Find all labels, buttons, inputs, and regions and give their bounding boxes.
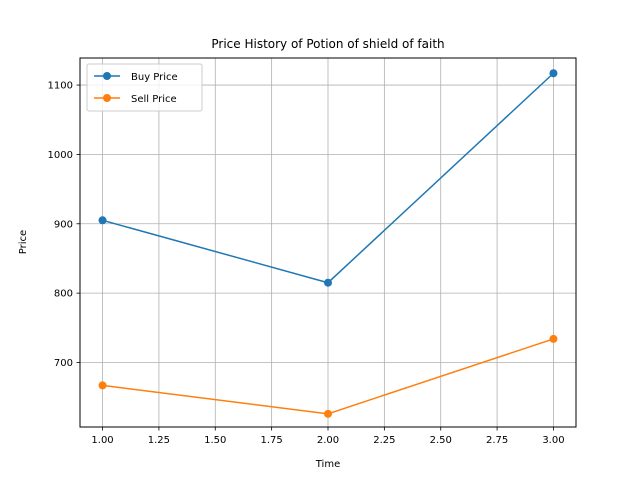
series-layer <box>98 69 558 418</box>
y-tick-label: 1000 <box>48 150 73 161</box>
x-tick-label: 2.50 <box>430 435 452 446</box>
sell-price-point <box>98 381 107 390</box>
x-axis-ticks: 1.00 1.25 1.50 1.75 2.00 2.25 2.50 2.75 3.00 <box>91 427 565 446</box>
y-tick-label: 1100 <box>48 81 73 92</box>
sell-price-point <box>324 409 332 418</box>
x-tick-label: 3.00 <box>542 435 564 446</box>
buy-price-point <box>324 278 332 287</box>
sell-price-legend-label: Sell Price <box>131 94 177 105</box>
buy-price-point <box>98 216 107 225</box>
y-axis-ticks: 700 800 900 1000 1100 <box>48 81 80 369</box>
x-tick-label: 2.25 <box>373 435 395 446</box>
y-tick-label: 900 <box>54 219 73 230</box>
grid <box>80 58 576 427</box>
x-tick-label: 1.25 <box>148 435 170 446</box>
sell-price-legend-marker <box>103 94 111 102</box>
y-tick-label: 700 <box>54 358 73 369</box>
buy-price-legend-marker <box>103 72 111 80</box>
x-tick-label: 1.00 <box>91 435 113 446</box>
x-tick-label: 1.50 <box>204 435 226 446</box>
buy-price-point <box>549 69 558 78</box>
x-tick-label: 2.75 <box>486 435 508 446</box>
x-tick-label: 2.00 <box>317 435 339 446</box>
legend: Buy Price Sell Price <box>86 63 203 112</box>
y-tick-label: 800 <box>54 289 73 300</box>
sell-price-point <box>549 334 558 343</box>
buy-price-legend-label: Buy Price <box>131 72 178 83</box>
y-axis-label: Price <box>18 230 29 254</box>
x-tick-label: 1.75 <box>261 435 283 446</box>
chart-title: Price History of Potion of shield of fai… <box>211 37 444 51</box>
x-axis-label: Time <box>315 459 340 470</box>
